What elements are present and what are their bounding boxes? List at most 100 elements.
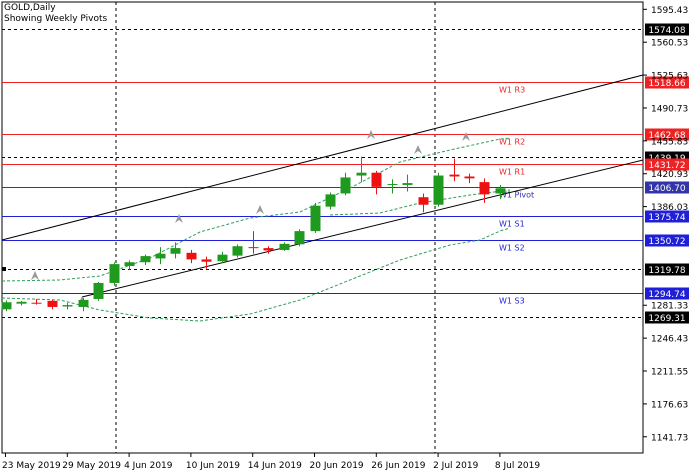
candle bbox=[16, 300, 27, 306]
price-tag-dashed: 1269.31 bbox=[645, 311, 689, 324]
fractal-arrow bbox=[175, 214, 183, 223]
candle-body bbox=[402, 183, 413, 185]
candle bbox=[62, 302, 73, 310]
fractal-arrow bbox=[414, 145, 422, 154]
candle-body bbox=[495, 188, 506, 194]
time-axis-label: 26 Jun 2019 bbox=[371, 461, 425, 471]
fractal-arrow bbox=[462, 132, 470, 141]
candle bbox=[418, 193, 429, 213]
price-tag-text: 1319.78 bbox=[648, 266, 685, 276]
price-axis-label: 1490.73 bbox=[651, 104, 688, 114]
candle-body bbox=[201, 259, 212, 262]
channel-upper-line bbox=[1, 74, 644, 241]
price-tag-bg bbox=[645, 76, 689, 89]
candle-body bbox=[186, 252, 197, 260]
candle bbox=[170, 242, 181, 259]
candle-body bbox=[279, 243, 290, 250]
candle-body bbox=[387, 184, 398, 186]
candle-body bbox=[1, 302, 12, 310]
candle bbox=[371, 170, 382, 195]
envelope-band-line bbox=[1, 227, 511, 322]
candle-body bbox=[232, 246, 243, 256]
pivot-level-label: W1 R2 bbox=[499, 138, 525, 147]
price-axis-label: 1560.53 bbox=[651, 39, 688, 49]
pivot-level-label: W1 S2 bbox=[499, 244, 525, 253]
candle-body bbox=[449, 174, 460, 177]
candle-body bbox=[170, 248, 181, 254]
candle bbox=[93, 282, 104, 301]
price-axis-label: 1525.63 bbox=[651, 72, 688, 82]
price-axis-label: 1281.33 bbox=[651, 302, 688, 312]
time-axis-label: 20 Jun 2019 bbox=[310, 461, 364, 471]
price-tag-pivot: 1462.68 bbox=[645, 128, 689, 141]
price-tag-bg bbox=[645, 311, 689, 324]
pivot-level-label: W1 S1 bbox=[499, 220, 525, 229]
price-axis-label: 1420.93 bbox=[651, 170, 688, 180]
price-tag-pivot: 1294.74 bbox=[645, 287, 689, 300]
level-marker bbox=[2, 267, 6, 272]
candle bbox=[232, 244, 243, 258]
candle-body bbox=[340, 177, 351, 194]
price-tag-bg bbox=[645, 287, 689, 300]
candle bbox=[479, 178, 490, 203]
candle-body bbox=[310, 205, 321, 232]
price-tag-pivot: 1518.66 bbox=[645, 76, 689, 89]
fractal-arrow bbox=[31, 271, 39, 280]
price-tag-bg bbox=[645, 23, 689, 36]
time-axis-label: 29 May 2019 bbox=[62, 461, 121, 471]
price-tag-dashed: 1574.08 bbox=[645, 23, 689, 36]
pivot-level-label: W1 R3 bbox=[499, 86, 525, 95]
candle bbox=[402, 174, 413, 192]
candle-body bbox=[109, 264, 120, 283]
price-tag-pivot: 1350.72 bbox=[645, 234, 689, 247]
candle-body bbox=[31, 302, 42, 304]
candle-body bbox=[325, 194, 336, 207]
candle bbox=[340, 172, 351, 196]
candle bbox=[186, 249, 197, 264]
candle-body bbox=[248, 247, 259, 249]
price-axis-label: 1386.03 bbox=[651, 203, 688, 213]
price-tag-text: 1462.68 bbox=[648, 131, 685, 141]
time-axis-label: 14 Jun 2019 bbox=[248, 461, 302, 471]
candle-body bbox=[16, 301, 27, 304]
price-tag-text: 1431.72 bbox=[648, 161, 685, 171]
candle bbox=[1, 300, 12, 312]
candle bbox=[109, 262, 120, 286]
candle bbox=[495, 184, 506, 200]
candle-body bbox=[78, 299, 89, 307]
candle bbox=[201, 256, 212, 269]
time-axis-label: 2 Jul 2019 bbox=[433, 461, 478, 471]
candle bbox=[31, 298, 42, 305]
candle bbox=[310, 202, 321, 234]
price-tag-text: 1518.66 bbox=[648, 79, 685, 89]
time-axis-label: 23 May 2019 bbox=[2, 461, 61, 471]
candle bbox=[464, 173, 475, 184]
price-tag-bg bbox=[645, 210, 689, 223]
symbol-title: GOLD,Daily bbox=[4, 3, 56, 13]
candle bbox=[140, 254, 151, 266]
pivot-level-label: W1 S3 bbox=[499, 297, 525, 306]
candle-body bbox=[47, 300, 58, 307]
candle-body bbox=[371, 172, 382, 187]
candle bbox=[78, 298, 89, 312]
candle-body bbox=[433, 175, 444, 205]
price-tag-bg bbox=[645, 181, 689, 194]
price-tag-bg bbox=[645, 234, 689, 247]
candle-body bbox=[62, 305, 73, 307]
price-tag-text: 1375.74 bbox=[648, 213, 685, 223]
price-tag-pivot: 1406.70 bbox=[645, 181, 689, 194]
candle-body bbox=[217, 254, 228, 262]
candle-body bbox=[155, 253, 166, 259]
price-tag-text: 1294.74 bbox=[648, 290, 685, 300]
candle bbox=[263, 246, 274, 254]
price-axis-label: 1211.55 bbox=[651, 367, 688, 377]
envelope-band-line bbox=[1, 137, 511, 282]
fractal-arrow bbox=[367, 130, 375, 139]
candle-body bbox=[124, 262, 135, 266]
candle bbox=[47, 299, 58, 310]
time-axis-label: 8 Jul 2019 bbox=[495, 461, 540, 471]
time-axis-label: 10 Jun 2019 bbox=[186, 461, 240, 471]
candle-body bbox=[93, 282, 104, 299]
